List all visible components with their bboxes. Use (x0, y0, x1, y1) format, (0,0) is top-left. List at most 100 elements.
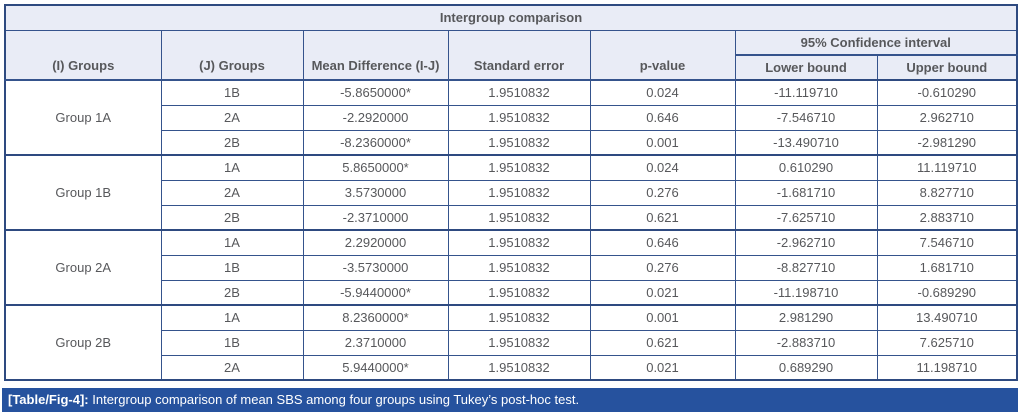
data-cell: 1B (160, 79, 304, 106)
data-cell: 0.646 (589, 229, 736, 256)
data-cell: 11.119710 (876, 154, 1018, 181)
data-cell: 8.2360000* (302, 304, 449, 331)
column-header-j-groups: (J) Groups (160, 29, 304, 81)
table-title: Intergroup comparison (4, 4, 1018, 31)
table-row: Group 2B 1A 8.2360000* 1.9510832 0.001 2.9812… (4, 304, 1018, 381)
data-cell: 1.9510832 (447, 79, 591, 106)
column-header-lower-bound: Lower bound (734, 54, 878, 81)
ci-subheader-row: Lower bound Upper bound (5, 54, 1018, 81)
table-row: 2A 5.9440000* 1.9510832 0.021 0.689290 11.198… (5, 354, 1018, 381)
group-name-cell: Group 1B (4, 154, 162, 231)
data-cell: 1B (160, 254, 304, 281)
data-cell: 1A (160, 229, 304, 256)
table-row: 2A -2.2920000 1.9510832 0.646 -7.546710 2.962… (5, 104, 1018, 131)
data-cell: 11.198710 (876, 354, 1018, 381)
data-cell: 0.001 (589, 129, 736, 156)
data-cell: 1A (160, 154, 304, 181)
data-cell: 0.024 (589, 79, 736, 106)
data-cell: -8.2360000* (302, 129, 449, 156)
data-cell: -7.625710 (734, 204, 878, 231)
data-cell: 2.981290 (734, 304, 878, 331)
data-cell: 1.9510832 (447, 229, 591, 256)
group-name-cell: Group 2A (4, 229, 162, 306)
data-cell: 2A (160, 354, 304, 381)
data-cell: 8.827710 (876, 179, 1018, 206)
table-row: Group 2A 1A 2.2920000 1.9510832 0.646 -2.9627… (4, 229, 1018, 306)
data-cell: 0.021 (589, 279, 736, 306)
figure-caption: [Table/Fig-4]: Intergroup comparison of … (2, 388, 1018, 412)
data-cell: -2.883710 (734, 329, 878, 356)
intergroup-comparison-table: Intergroup comparison (I) Groups (J) Gro… (4, 4, 1019, 381)
data-cell: 1.9510832 (447, 304, 591, 331)
data-cell: 2A (160, 179, 304, 206)
data-cell: 2.962710 (876, 104, 1018, 131)
column-header-i-groups: (I) Groups (4, 29, 162, 81)
column-header-mean-difference: Mean Difference (I-J) (302, 29, 449, 81)
data-cell: -0.610290 (876, 79, 1018, 106)
data-cell: 2B (160, 129, 304, 156)
data-cell: 1A (160, 304, 304, 331)
data-cell: 0.276 (589, 254, 736, 281)
data-cell: 13.490710 (876, 304, 1018, 331)
data-cell: -3.5730000 (302, 254, 449, 281)
table-row: 1B 2.3710000 1.9510832 0.621 -2.883710 7.6257… (5, 329, 1018, 356)
data-cell: 0.610290 (734, 154, 878, 181)
data-cell: 1.9510832 (447, 204, 591, 231)
column-header-p-value: p-value (589, 29, 736, 81)
data-cell: -2.981290 (876, 129, 1018, 156)
data-cell: -1.681710 (734, 179, 878, 206)
data-cell: 5.8650000* (302, 154, 449, 181)
data-cell: 0.689290 (734, 354, 878, 381)
data-cell: -7.546710 (734, 104, 878, 131)
data-cell: 2.883710 (876, 204, 1018, 231)
data-cell: -2.3710000 (302, 204, 449, 231)
table-row: 2B -8.2360000* 1.9510832 0.001 -13.490710 -2.… (5, 129, 1018, 156)
data-cell: 0.001 (589, 304, 736, 331)
data-cell: -11.119710 (734, 79, 878, 106)
data-cell: 7.625710 (876, 329, 1018, 356)
data-cell: -0.689290 (876, 279, 1018, 306)
data-cell: 0.646 (589, 104, 736, 131)
data-cell: 0.021 (589, 354, 736, 381)
data-cell: 3.5730000 (302, 179, 449, 206)
data-cell: -11.198710 (734, 279, 878, 306)
data-cell: -13.490710 (734, 129, 878, 156)
data-cell: 1.9510832 (447, 104, 591, 131)
data-cell: 0.621 (589, 329, 736, 356)
group-name-cell: Group 1A (4, 79, 162, 156)
data-cell: 2.3710000 (302, 329, 449, 356)
table-row: 2A 3.5730000 1.9510832 0.276 -1.681710 8.8277… (5, 179, 1018, 206)
data-cell: -5.8650000* (302, 79, 449, 106)
data-cell: 1.9510832 (447, 129, 591, 156)
group-name-cell: Group 2B (4, 304, 162, 381)
table-row: Group 1A 1B -5.8650000* 1.9510832 0.024 -11.1… (4, 79, 1018, 156)
data-cell: 2.2920000 (302, 229, 449, 256)
data-cell: 0.621 (589, 204, 736, 231)
column-header-upper-bound: Upper bound (876, 54, 1018, 81)
data-cell: 2B (160, 279, 304, 306)
data-cell: 7.546710 (876, 229, 1018, 256)
column-header-standard-error: Standard error (447, 29, 591, 81)
data-cell: 1.9510832 (447, 154, 591, 181)
table-row: Group 1B 1A 5.8650000* 1.9510832 0.024 0.6102… (4, 154, 1018, 231)
data-cell: 2A (160, 104, 304, 131)
caption-text: Intergroup comparison of mean SBS among … (88, 392, 580, 407)
data-cell: 0.024 (589, 154, 736, 181)
table-row: 1B -3.5730000 1.9510832 0.276 -8.827710 1.681… (5, 254, 1018, 281)
data-cell: 5.9440000* (302, 354, 449, 381)
data-cell: -8.827710 (734, 254, 878, 281)
data-cell: 1.681710 (876, 254, 1018, 281)
table-body: Group 1A 1B -5.8650000* 1.9510832 0.024 -11.1… (4, 79, 1018, 381)
table-title-row: Intergroup comparison (4, 4, 1018, 31)
column-header-confidence-interval: 95% Confidence interval (734, 29, 1018, 56)
data-cell: 1.9510832 (447, 329, 591, 356)
data-cell: 1.9510832 (447, 179, 591, 206)
data-cell: 0.276 (589, 179, 736, 206)
data-cell: -2.962710 (734, 229, 878, 256)
data-cell: 1.9510832 (447, 279, 591, 306)
data-cell: 1B (160, 329, 304, 356)
data-cell: 1.9510832 (447, 254, 591, 281)
data-cell: -5.9440000* (302, 279, 449, 306)
data-cell: -2.2920000 (302, 104, 449, 131)
column-header-row: (I) Groups (J) Groups Mean Difference (I… (4, 29, 1018, 81)
